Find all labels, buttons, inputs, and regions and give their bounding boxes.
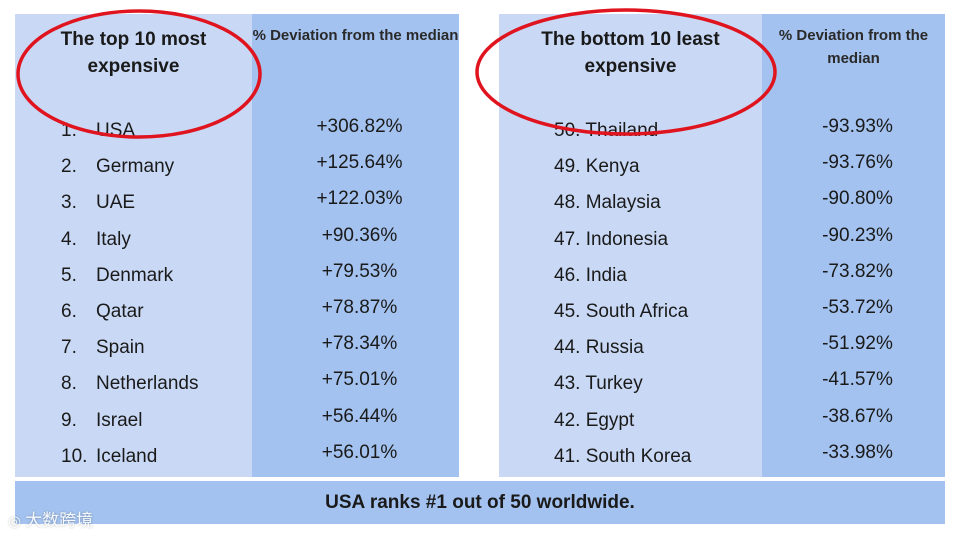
deviation-value: -93.76%	[822, 152, 893, 174]
bottom-10-header: The bottom 10 least expensive	[541, 29, 720, 77]
country-name: UAE	[96, 192, 136, 214]
rank-number: 10.	[61, 445, 88, 467]
bottom-10-deviation-column: % Deviation from the median -93.93% -93.7…	[762, 14, 945, 477]
rank-number: 6.	[61, 300, 77, 322]
list-item: 2. Germany	[15, 149, 252, 185]
top-10-deviation-list: +306.82% +125.64% +122.03% +90.36% +79.53% +7…	[252, 109, 459, 471]
bottom-10-country-column: The bottom 10 least expensive 50. Thaila…	[499, 14, 762, 477]
deviation-value: +78.34%	[321, 333, 398, 355]
country-name: 43. Turkey	[554, 373, 643, 395]
country-name: 49. Kenya	[554, 156, 640, 178]
bottom-10-table: The bottom 10 least expensive 50. Thaila…	[499, 14, 945, 477]
country-name: USA	[96, 120, 136, 141]
camera-logo-icon: ◎	[8, 512, 22, 530]
deviation-value: +79.53%	[321, 260, 398, 282]
deviation-value: +75.01%	[321, 369, 398, 391]
deviation-value: -33.98%	[822, 441, 893, 463]
country-name: 46. India	[554, 264, 627, 286]
top-10-deviation-header: % Deviation from the median	[252, 27, 459, 44]
country-name: Germany	[96, 156, 175, 178]
rank-number: 9.	[61, 409, 77, 431]
deviation-value: +306.82%	[316, 116, 403, 137]
bottom-10-deviation-header: % Deviation from the median	[778, 27, 929, 67]
country-name: 41. South Korea	[554, 445, 692, 467]
watermark-text: 大数跨境	[25, 511, 94, 531]
deviation-value: -38.67%	[822, 405, 893, 427]
country-name: Denmark	[96, 264, 174, 286]
country-name: 50. Thailand	[554, 120, 659, 141]
deviation-value: -41.57%	[822, 369, 893, 391]
deviation-value: +90.36%	[321, 224, 398, 246]
top-10-country-list: 1. USA 2. Germany 3. UAE 4. Italy 5. Denmark 6. Qat…	[15, 113, 252, 475]
country-name: 42. Egypt	[554, 409, 635, 431]
deviation-value: +125.64%	[316, 152, 403, 174]
country-name: 44. Russia	[554, 337, 644, 359]
country-name: 48. Malaysia	[554, 192, 661, 214]
country-name: 47. Indonesia	[554, 228, 669, 250]
deviation-value: +56.44%	[321, 405, 398, 427]
list-item: 5. Denmark	[15, 258, 252, 294]
country-name: Qatar	[96, 300, 144, 322]
rank-number: 1.	[61, 120, 77, 141]
list-item: 4. Italy	[15, 222, 252, 258]
rank-number: 3.	[61, 192, 77, 214]
country-name: Iceland	[96, 445, 158, 467]
country-name: 45. South Africa	[554, 300, 689, 322]
deviation-value: +78.87%	[321, 296, 398, 318]
top-10-country-column: The top 10 most expensive 1. USA 2. Germany…	[15, 14, 252, 477]
list-item: 3. UAE	[15, 185, 252, 221]
list-item: 1. USA	[15, 113, 252, 149]
rank-number: 4.	[61, 228, 77, 250]
deviation-value: +122.03%	[316, 188, 403, 210]
top-10-header: The top 10 most expensive	[60, 29, 207, 77]
deviation-value: -93.93%	[822, 116, 893, 137]
country-name: Spain	[96, 337, 145, 359]
country-name: Israel	[96, 409, 143, 431]
deviation-value: -90.80%	[822, 188, 893, 210]
deviation-value: -73.82%	[822, 260, 893, 282]
rank-number: 2.	[61, 156, 77, 178]
watermark: ◎ 大数跨境	[8, 506, 93, 531]
deviation-value: -90.23%	[822, 224, 893, 246]
bottom-10-deviation-list: -93.93% -93.76% -90.80% -90.23% -73.82% -53.7…	[762, 109, 945, 471]
list-item: 10. Iceland	[15, 439, 252, 475]
country-name: Netherlands	[96, 373, 199, 395]
top-10-table: The top 10 most expensive 1. USA 2. Germany…	[15, 14, 459, 477]
deviation-value: -51.92%	[822, 333, 893, 355]
bottom-10-country-list: 50. Thailand 49. Kenya 48. Malaysia 47. Ind…	[499, 113, 762, 475]
footer-banner: USA ranks #1 out of 50 worldwide.	[15, 481, 945, 524]
list-item: 8. Netherlands	[15, 366, 252, 402]
rank-number: 5.	[61, 264, 77, 286]
deviation-value: +56.01%	[321, 441, 398, 463]
rank-number: 8.	[61, 373, 77, 395]
list-item: 6. Qatar	[15, 294, 252, 330]
top-10-deviation-column: % Deviation from the median +306.82% +125…	[252, 14, 459, 477]
deviation-value: -53.72%	[822, 296, 893, 318]
rank-number: 7.	[61, 337, 77, 359]
country-name: Italy	[96, 228, 131, 250]
list-item: 9. Israel	[15, 403, 252, 439]
list-item: 7. Spain	[15, 330, 252, 366]
